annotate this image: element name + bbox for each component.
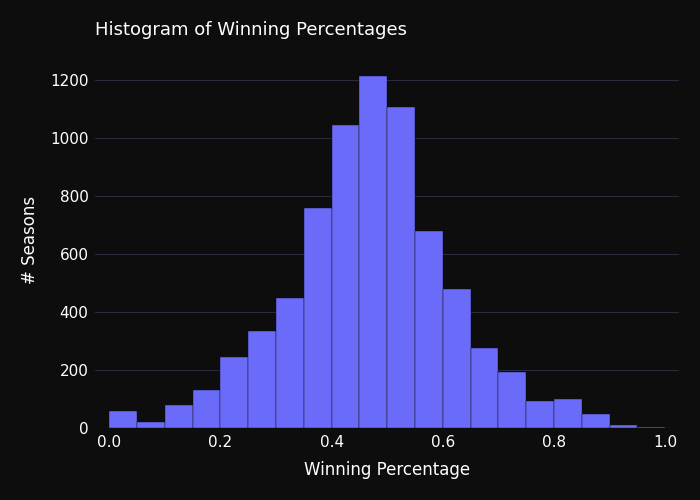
Bar <box>332 126 360 428</box>
Bar <box>610 425 638 428</box>
Bar <box>387 106 415 428</box>
Bar <box>470 348 498 428</box>
Y-axis label: # Seasons: # Seasons <box>21 196 38 284</box>
Bar <box>248 331 276 428</box>
Bar <box>498 372 526 428</box>
Bar <box>443 289 470 428</box>
X-axis label: Winning Percentage: Winning Percentage <box>304 461 470 479</box>
Bar <box>220 357 248 428</box>
Bar <box>582 414 610 428</box>
Bar <box>554 399 582 428</box>
Bar <box>638 426 665 428</box>
Text: Histogram of Winning Percentages: Histogram of Winning Percentages <box>95 21 407 39</box>
Bar <box>526 400 554 428</box>
Bar <box>109 410 137 428</box>
Bar <box>360 76 387 428</box>
Bar <box>304 208 332 428</box>
Bar <box>415 231 443 428</box>
Bar <box>165 405 192 428</box>
Bar <box>193 390 220 428</box>
Bar <box>276 298 304 428</box>
Bar <box>137 422 165 428</box>
